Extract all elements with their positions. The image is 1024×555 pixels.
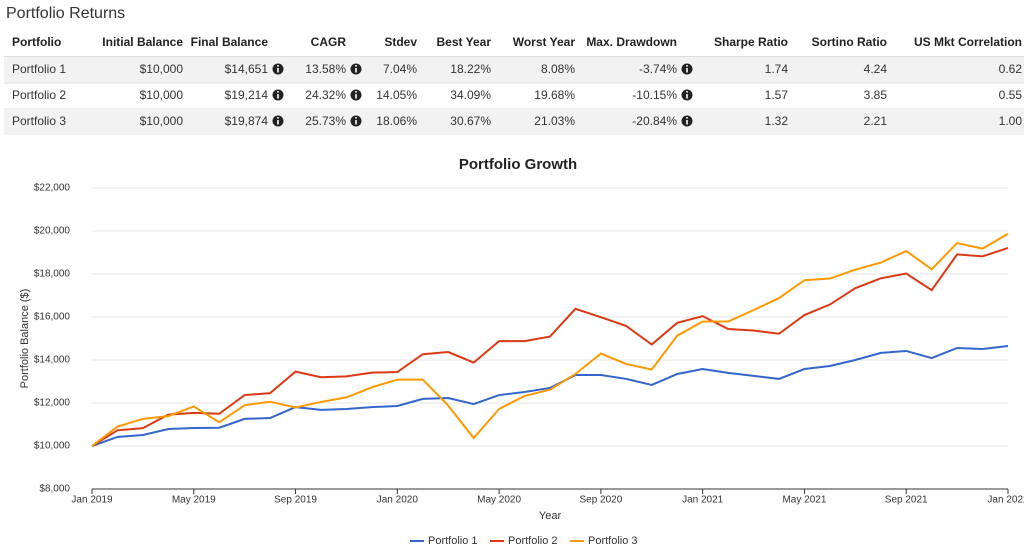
table-cell: 2.21 (864, 114, 888, 128)
info-icon-mark (355, 91, 357, 93)
info-icon-mark (686, 91, 688, 93)
table-cell: 7.04% (383, 62, 417, 76)
x-tick-label: May 2019 (172, 495, 216, 506)
table-cell: $19,874 (225, 114, 269, 128)
y-tick-label: $14,000 (34, 355, 71, 366)
table-cell: $10,000 (140, 88, 184, 102)
table-header: Stdev (384, 35, 417, 49)
table-cell: $10,000 (140, 114, 184, 128)
table-cell: 1.57 (765, 88, 789, 102)
x-tick-label: Jan 2021 (682, 495, 724, 506)
table-cell: 1.00 (999, 114, 1023, 128)
table-cell: 25.73% (305, 114, 346, 128)
table-cell: Portfolio 2 (12, 88, 66, 102)
series-line (91, 246, 1009, 447)
x-tick-label: May 2021 (782, 495, 826, 506)
y-tick-label: $10,000 (34, 441, 71, 452)
table-header: US Mkt Correlation (914, 35, 1022, 49)
table-cell: 13.58% (305, 62, 346, 76)
x-tick-label: Sep 2019 (274, 495, 317, 506)
info-icon-mark (277, 117, 279, 119)
x-tick-label: Sep 2021 (885, 495, 928, 506)
y-tick-label: $8,000 (39, 484, 70, 495)
info-icon-mark (355, 65, 357, 67)
y-tick-label: $18,000 (34, 269, 71, 280)
info-icon-mark (277, 68, 279, 73)
info-icon-mark (686, 94, 688, 99)
table-header: CAGR (311, 35, 347, 49)
table-cell: Portfolio 3 (12, 114, 66, 128)
y-tick-label: $12,000 (34, 398, 71, 409)
legend-label: Portfolio 3 (588, 535, 638, 547)
table-cell: 18.22% (450, 62, 491, 76)
info-icon-mark (277, 94, 279, 99)
table-header: Sortino Ratio (812, 35, 887, 49)
table-cell: 19.68% (534, 88, 575, 102)
info-icon-mark (686, 68, 688, 73)
table-header: Initial Balance (102, 35, 183, 49)
y-tick-label: $16,000 (34, 312, 71, 323)
info-icon-mark (277, 91, 279, 93)
table-cell: 34.09% (450, 88, 491, 102)
table-cell: 18.06% (376, 114, 417, 128)
table-cell: -3.74% (639, 62, 677, 76)
table-cell: -10.15% (632, 88, 677, 102)
table-cell: 8.08% (541, 62, 575, 76)
legend-label: Portfolio 1 (428, 535, 478, 547)
table-header: Final Balance (191, 35, 269, 49)
table-cell: 1.74 (765, 62, 789, 76)
table-header: Best Year (437, 35, 492, 49)
x-tick-label: May 2020 (477, 495, 521, 506)
table-cell: 14.05% (376, 88, 417, 102)
table-cell: $14,651 (225, 62, 269, 76)
table-cell: $19,214 (225, 88, 269, 102)
x-tick-label: Jan 2020 (377, 495, 419, 506)
table-cell: 4.24 (864, 62, 888, 76)
page-title: Portfolio Returns (6, 5, 125, 22)
table-row-bg (4, 57, 1024, 83)
table-header: Worst Year (513, 35, 576, 49)
table-header: Portfolio (12, 35, 61, 49)
series-line (91, 232, 1009, 447)
info-icon-mark (277, 120, 279, 125)
x-tick-label: Sep 2020 (579, 495, 622, 506)
x-tick-label: Jan 2022 (987, 495, 1024, 506)
info-icon-mark (686, 65, 688, 67)
info-icon-mark (355, 117, 357, 119)
table-row-bg (4, 109, 1024, 135)
info-icon-mark (277, 65, 279, 67)
table-header: Sharpe Ratio (714, 35, 788, 49)
series-line (91, 345, 1009, 447)
table-cell: 21.03% (534, 114, 575, 128)
y-tick-label: $20,000 (34, 226, 71, 237)
x-axis-label: Year (539, 510, 562, 522)
chart-title: Portfolio Growth (459, 156, 577, 173)
table-cell: 3.85 (864, 88, 888, 102)
x-tick-label: Jan 2019 (71, 495, 113, 506)
table-header: Max. Drawdown (586, 35, 677, 49)
table-cell: 0.62 (999, 62, 1023, 76)
info-icon-mark (355, 94, 357, 99)
table-cell: 30.67% (450, 114, 491, 128)
info-icon-mark (686, 120, 688, 125)
info-icon-mark (686, 117, 688, 119)
legend-label: Portfolio 2 (508, 535, 558, 547)
table-cell: 1.32 (765, 114, 789, 128)
table-cell: 24.32% (305, 88, 346, 102)
table-cell: Portfolio 1 (12, 62, 66, 76)
info-icon-mark (355, 120, 357, 125)
y-tick-label: $22,000 (34, 183, 71, 194)
table-cell: -20.84% (632, 114, 677, 128)
table-cell: $10,000 (140, 62, 184, 76)
table-cell: 0.55 (999, 88, 1023, 102)
y-axis-label: Portfolio Balance ($) (19, 289, 31, 389)
info-icon-mark (355, 68, 357, 73)
